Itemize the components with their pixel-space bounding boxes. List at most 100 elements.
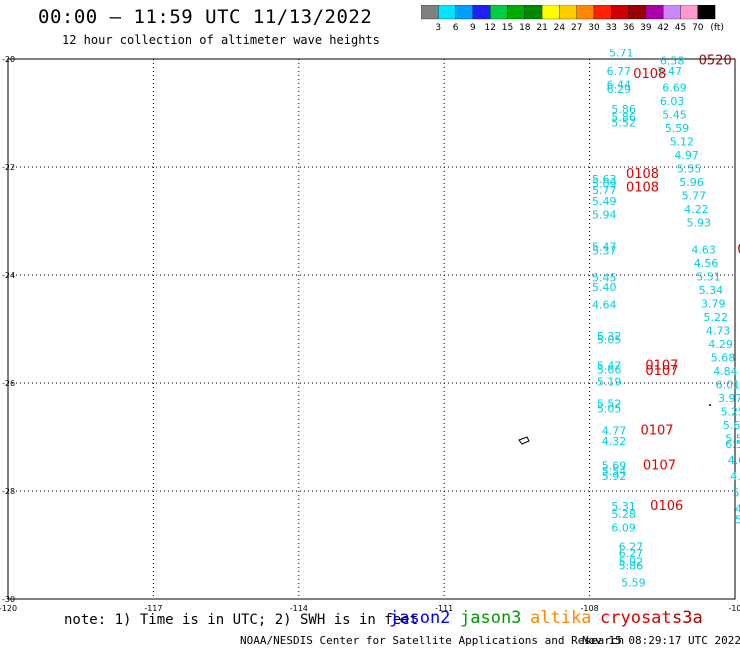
colorbar-swatch — [697, 5, 716, 20]
wave-height-value: 4.73 — [706, 324, 731, 337]
wave-height-value: 4.97 — [674, 149, 699, 162]
wave-height-value: 5.37 — [592, 244, 617, 257]
wave-height-value: 5.45 — [592, 271, 617, 284]
colorbar-tick-label: 36 — [623, 23, 635, 33]
wave-height-value: 4. — [730, 470, 740, 483]
wave-height-value: 5.55 — [677, 162, 702, 175]
wave-height-value: 6.69 — [662, 81, 687, 94]
wave-height-value: 5.12 — [670, 135, 695, 148]
wave-height-value: 5.93 — [687, 216, 712, 229]
wave-height-value: 5. — [735, 513, 740, 526]
wave-height-value: 5.40 — [592, 281, 617, 294]
y-tick-label: -24 — [2, 271, 15, 280]
wave-height-value: 5.32 — [597, 330, 622, 343]
wave-height-value: 4.32 — [602, 435, 627, 448]
wave-height-value: 4.63 — [691, 243, 716, 256]
wave-height-value: 5.77 — [592, 184, 617, 197]
wave-height-value: 4.84 — [713, 365, 738, 378]
pass-time-label: 0520 — [699, 53, 732, 68]
wave-height-value: 5.31 — [611, 500, 636, 513]
wave-height-value: 5.96 — [679, 176, 704, 189]
wave-height-value: 5.34 — [699, 284, 724, 297]
x-tick-label: -111 — [435, 604, 453, 613]
wave-height-value: 5.25 — [720, 405, 740, 418]
wave-height-value: 5.45 — [662, 108, 687, 121]
wave-height-value: 5.52 — [611, 117, 636, 130]
colorbar-tick-label: 45 — [675, 23, 686, 33]
pass-time-label: 0107 — [640, 423, 673, 438]
wave-height-value: 5.05 — [597, 334, 622, 347]
wave-height-value: 5.92 — [602, 470, 627, 483]
colorbar-tick-label: 30 — [588, 23, 600, 33]
wave-height-value: 5.86 — [619, 559, 644, 572]
wave-height-value: 6.01 — [716, 378, 740, 391]
wave-height-value: 4.64 — [592, 298, 617, 311]
wave-height-value: 5.66 — [597, 363, 622, 376]
wave-height-value: 4. — [735, 503, 740, 516]
chart-title: 00:00 — 11:59 UTC 11/13/2022 — [38, 6, 373, 28]
wave-height-value: 5.05 — [597, 403, 622, 416]
x-tick-label: -117 — [144, 604, 162, 613]
wave-height-value: 3.79 — [701, 297, 726, 310]
colorbar-tick-label: 15 — [502, 23, 513, 33]
pass-time-label: 0108 — [633, 67, 666, 82]
wave-height-value: 4.29 — [708, 338, 733, 351]
colorbar-tick-label: 42 — [657, 23, 668, 33]
wave-height-value: 4.77 — [602, 424, 627, 437]
wave-height-value: 5.5 — [725, 432, 740, 445]
y-tick-label: -22 — [2, 163, 15, 172]
y-tick-label: -30 — [2, 595, 15, 604]
wave-height-value: 5.63 — [723, 419, 740, 432]
wave-height-value: 5.28 — [611, 508, 636, 521]
island-dot — [709, 404, 711, 406]
legend-altika: altika — [530, 608, 592, 628]
footnote: note: 1) Time is in UTC; 2) SWH is in fe… — [64, 612, 419, 628]
wave-height-value: 5.54 — [602, 465, 627, 478]
pass-time-label: 0108 — [626, 180, 659, 195]
wave-height-value: 5.86 — [611, 111, 636, 124]
wave-height-value: 5.63 — [592, 173, 617, 186]
island-outline — [518, 436, 530, 445]
wave-height-value: 5.52 — [597, 397, 622, 410]
colorbar-tick-label: 27 — [571, 23, 582, 33]
colorbar-tick-label: 18 — [519, 23, 531, 33]
wave-height-value: 5.69 — [602, 459, 627, 472]
legend-jason2: jason2 — [389, 608, 451, 628]
y-tick-label: -26 — [2, 379, 15, 388]
colorbar-tick-label: 21 — [536, 23, 547, 33]
pass-time-label: 051 — [737, 242, 740, 257]
colorbar-tick-label: 6 — [453, 23, 459, 33]
legend-cryosat: cryosat — [600, 608, 672, 628]
y-tick-label: -20 — [2, 55, 15, 64]
wave-height-value: 4.56 — [694, 257, 719, 270]
wave-height-value: 6.27 — [619, 547, 644, 560]
pass-time-label: 0107 — [645, 364, 678, 379]
chart-subtitle: 12 hour collection of altimeter wave hei… — [62, 33, 380, 47]
x-tick-label: -120 — [0, 604, 17, 613]
wave-height-value: 5. — [733, 486, 740, 499]
wave-height-value: 5.86 — [611, 103, 636, 116]
wave-height-value: 5.09 — [592, 178, 617, 191]
wave-height-value: 5.19 — [597, 376, 622, 389]
wave-height-value: 3.97 — [718, 392, 740, 405]
wave-height-value: 5.47 — [592, 241, 617, 254]
wave-height-value: 5.51 — [696, 270, 721, 283]
x-tick-label: -114 — [290, 604, 308, 613]
wave-height-value: 5.68 — [711, 351, 736, 364]
colorbar-unit: (ft) — [710, 23, 724, 33]
colorbar-tick-label: 33 — [606, 23, 617, 33]
credit-line: NOAA/NESDIS Center for Satellite Applica… — [240, 634, 625, 647]
pass-time-label: 0107 — [645, 359, 678, 374]
colorbar-tick-label: 39 — [640, 23, 652, 33]
x-tick-label: -108 — [581, 604, 599, 613]
wave-height-value: 5.59 — [665, 122, 690, 135]
wave-height-value: 5.71 — [609, 46, 634, 59]
colorbar-tick-label: 9 — [470, 23, 476, 33]
wave-height-value: 6.44 — [607, 79, 632, 92]
pass-time-label: 0107 — [643, 458, 676, 473]
wave-height-value: 6.58 — [660, 54, 685, 67]
colorbar-tick-label: 12 — [484, 23, 495, 33]
pass-time-label: 0108 — [626, 167, 659, 182]
wave-height-value: 6.5 — [725, 438, 740, 451]
